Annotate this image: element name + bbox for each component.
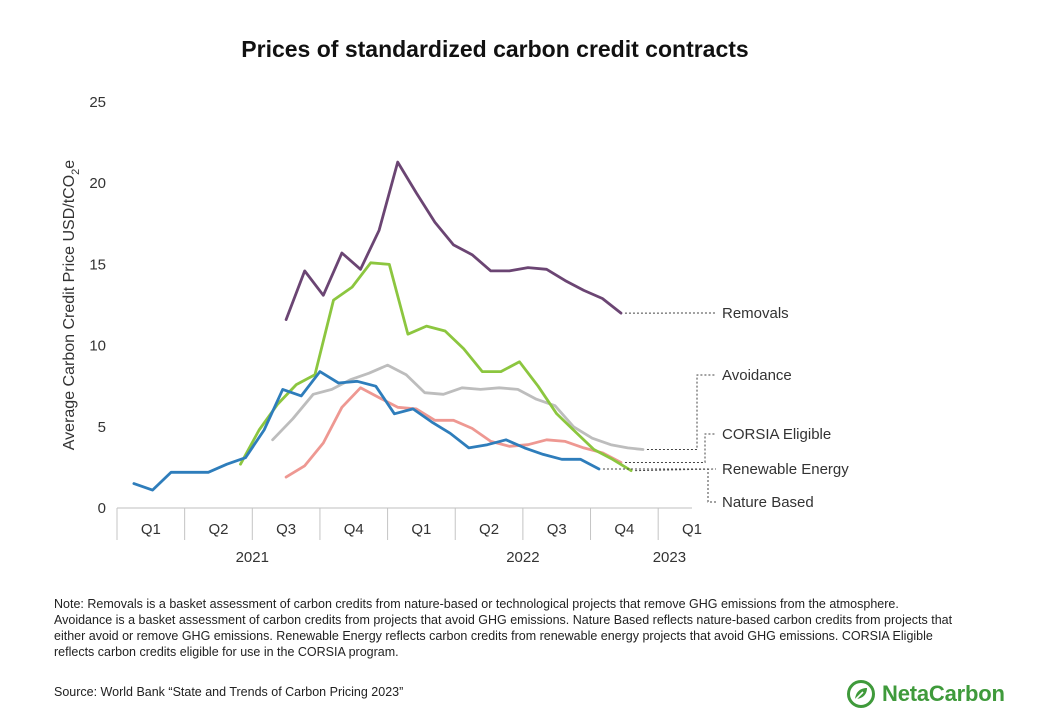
chart-source: Source: World Bank “State and Trends of … — [54, 685, 404, 699]
legend-label-corsia-eligible: CORSIA Eligible — [722, 426, 831, 443]
series-line-nature-based — [132, 370, 601, 492]
y-tick-label: 20 — [89, 175, 106, 192]
y-tick-label: 0 — [98, 500, 106, 517]
legend-leader-line — [602, 468, 716, 503]
legend-leader-line — [646, 374, 716, 451]
x-tick-label-year: 2023 — [653, 549, 686, 566]
x-tick-label-quarter: Q3 — [547, 521, 567, 538]
legend-label-removals: Removals — [722, 305, 789, 322]
x-tick-label-quarter: Q1 — [141, 521, 161, 538]
series-line-removals — [284, 160, 623, 321]
x-tick-label-quarter: Q4 — [344, 521, 364, 538]
y-axis-label: Average Carbon Credit Price USD/tCO2e — [61, 160, 82, 451]
x-tick-label-quarter: Q1 — [411, 521, 431, 538]
y-axis-label-main: Average Carbon Credit Price USD/tCO — [61, 175, 78, 450]
chart-plot: Average Carbon Credit Price USD/tCO2e 0 5… — [61, 94, 849, 566]
y-tick-label: 15 — [89, 256, 106, 273]
series-line-renewable-energy — [239, 261, 633, 472]
y-tick-label: 5 — [98, 419, 106, 436]
chart-note: Note: Removals is a basket assessment of… — [54, 597, 953, 659]
chart-title: Prices of standardized carbon credit con… — [241, 36, 749, 62]
svg-text:Average Carbon Credit Price US: Average Carbon Credit Price USD/tCO2e — [61, 160, 82, 451]
y-axis-label-tail: e — [61, 160, 78, 169]
brand-logo: NetaCarbon — [846, 679, 1005, 709]
legend-label-nature-based: Nature Based — [722, 494, 814, 511]
y-tick-label: 10 — [89, 338, 106, 355]
leaf-icon — [847, 680, 875, 708]
x-tick-label-quarter: Q3 — [276, 521, 296, 538]
x-tick-label-year: 2021 — [236, 549, 269, 566]
legend-leader-line — [635, 468, 717, 472]
x-tick-label-quarter: Q1 — [682, 521, 702, 538]
x-tick-label-quarter: Q2 — [208, 521, 228, 538]
brand-name: NetaCarbon — [882, 681, 1005, 706]
y-axis-label-sub: 2 — [70, 169, 82, 175]
series-line-corsia-eligible — [284, 386, 623, 479]
x-tick-label-quarter: Q2 — [479, 521, 499, 538]
x-tick-label-year: 2022 — [506, 549, 539, 566]
y-tick-label: 25 — [89, 94, 106, 111]
legend-label-avoidance: Avoidance — [722, 367, 792, 384]
legend-leader-line — [624, 433, 716, 464]
series-line-avoidance — [271, 363, 645, 451]
x-tick-label-quarter: Q4 — [614, 521, 634, 538]
legend-label-renewable-energy: Renewable Energy — [722, 461, 849, 478]
